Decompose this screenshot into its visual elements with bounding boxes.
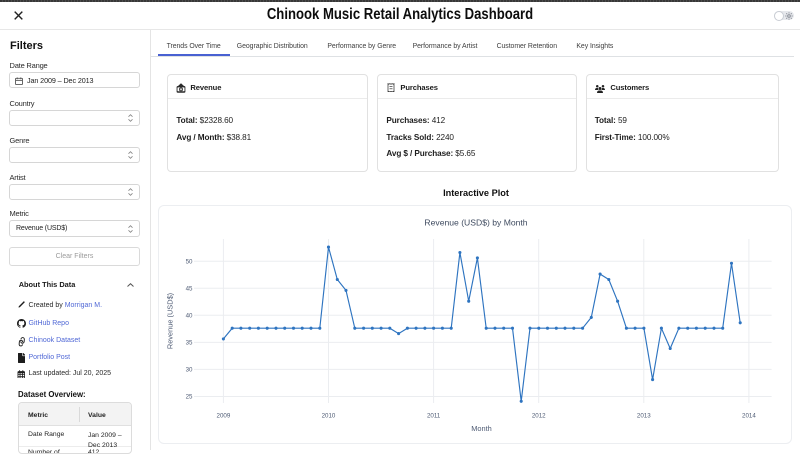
svg-text:45: 45 <box>186 286 193 293</box>
svg-text:2014: 2014 <box>742 413 756 420</box>
svg-text:2013: 2013 <box>637 413 651 420</box>
svg-text:30: 30 <box>186 367 193 374</box>
svg-text:50: 50 <box>186 258 193 265</box>
svg-text:2009: 2009 <box>217 413 231 420</box>
svg-text:2012: 2012 <box>532 413 546 420</box>
svg-text:35: 35 <box>186 340 193 347</box>
svg-text:Month: Month <box>471 424 492 433</box>
svg-text:2011: 2011 <box>427 413 441 420</box>
svg-text:40: 40 <box>186 313 193 320</box>
svg-text:2010: 2010 <box>322 413 336 420</box>
svg-text:25: 25 <box>186 394 193 401</box>
svg-text:Revenue (USD$) by Month: Revenue (USD$) by Month <box>424 217 527 227</box>
svg-text:Revenue (USD$): Revenue (USD$) <box>166 293 175 349</box>
